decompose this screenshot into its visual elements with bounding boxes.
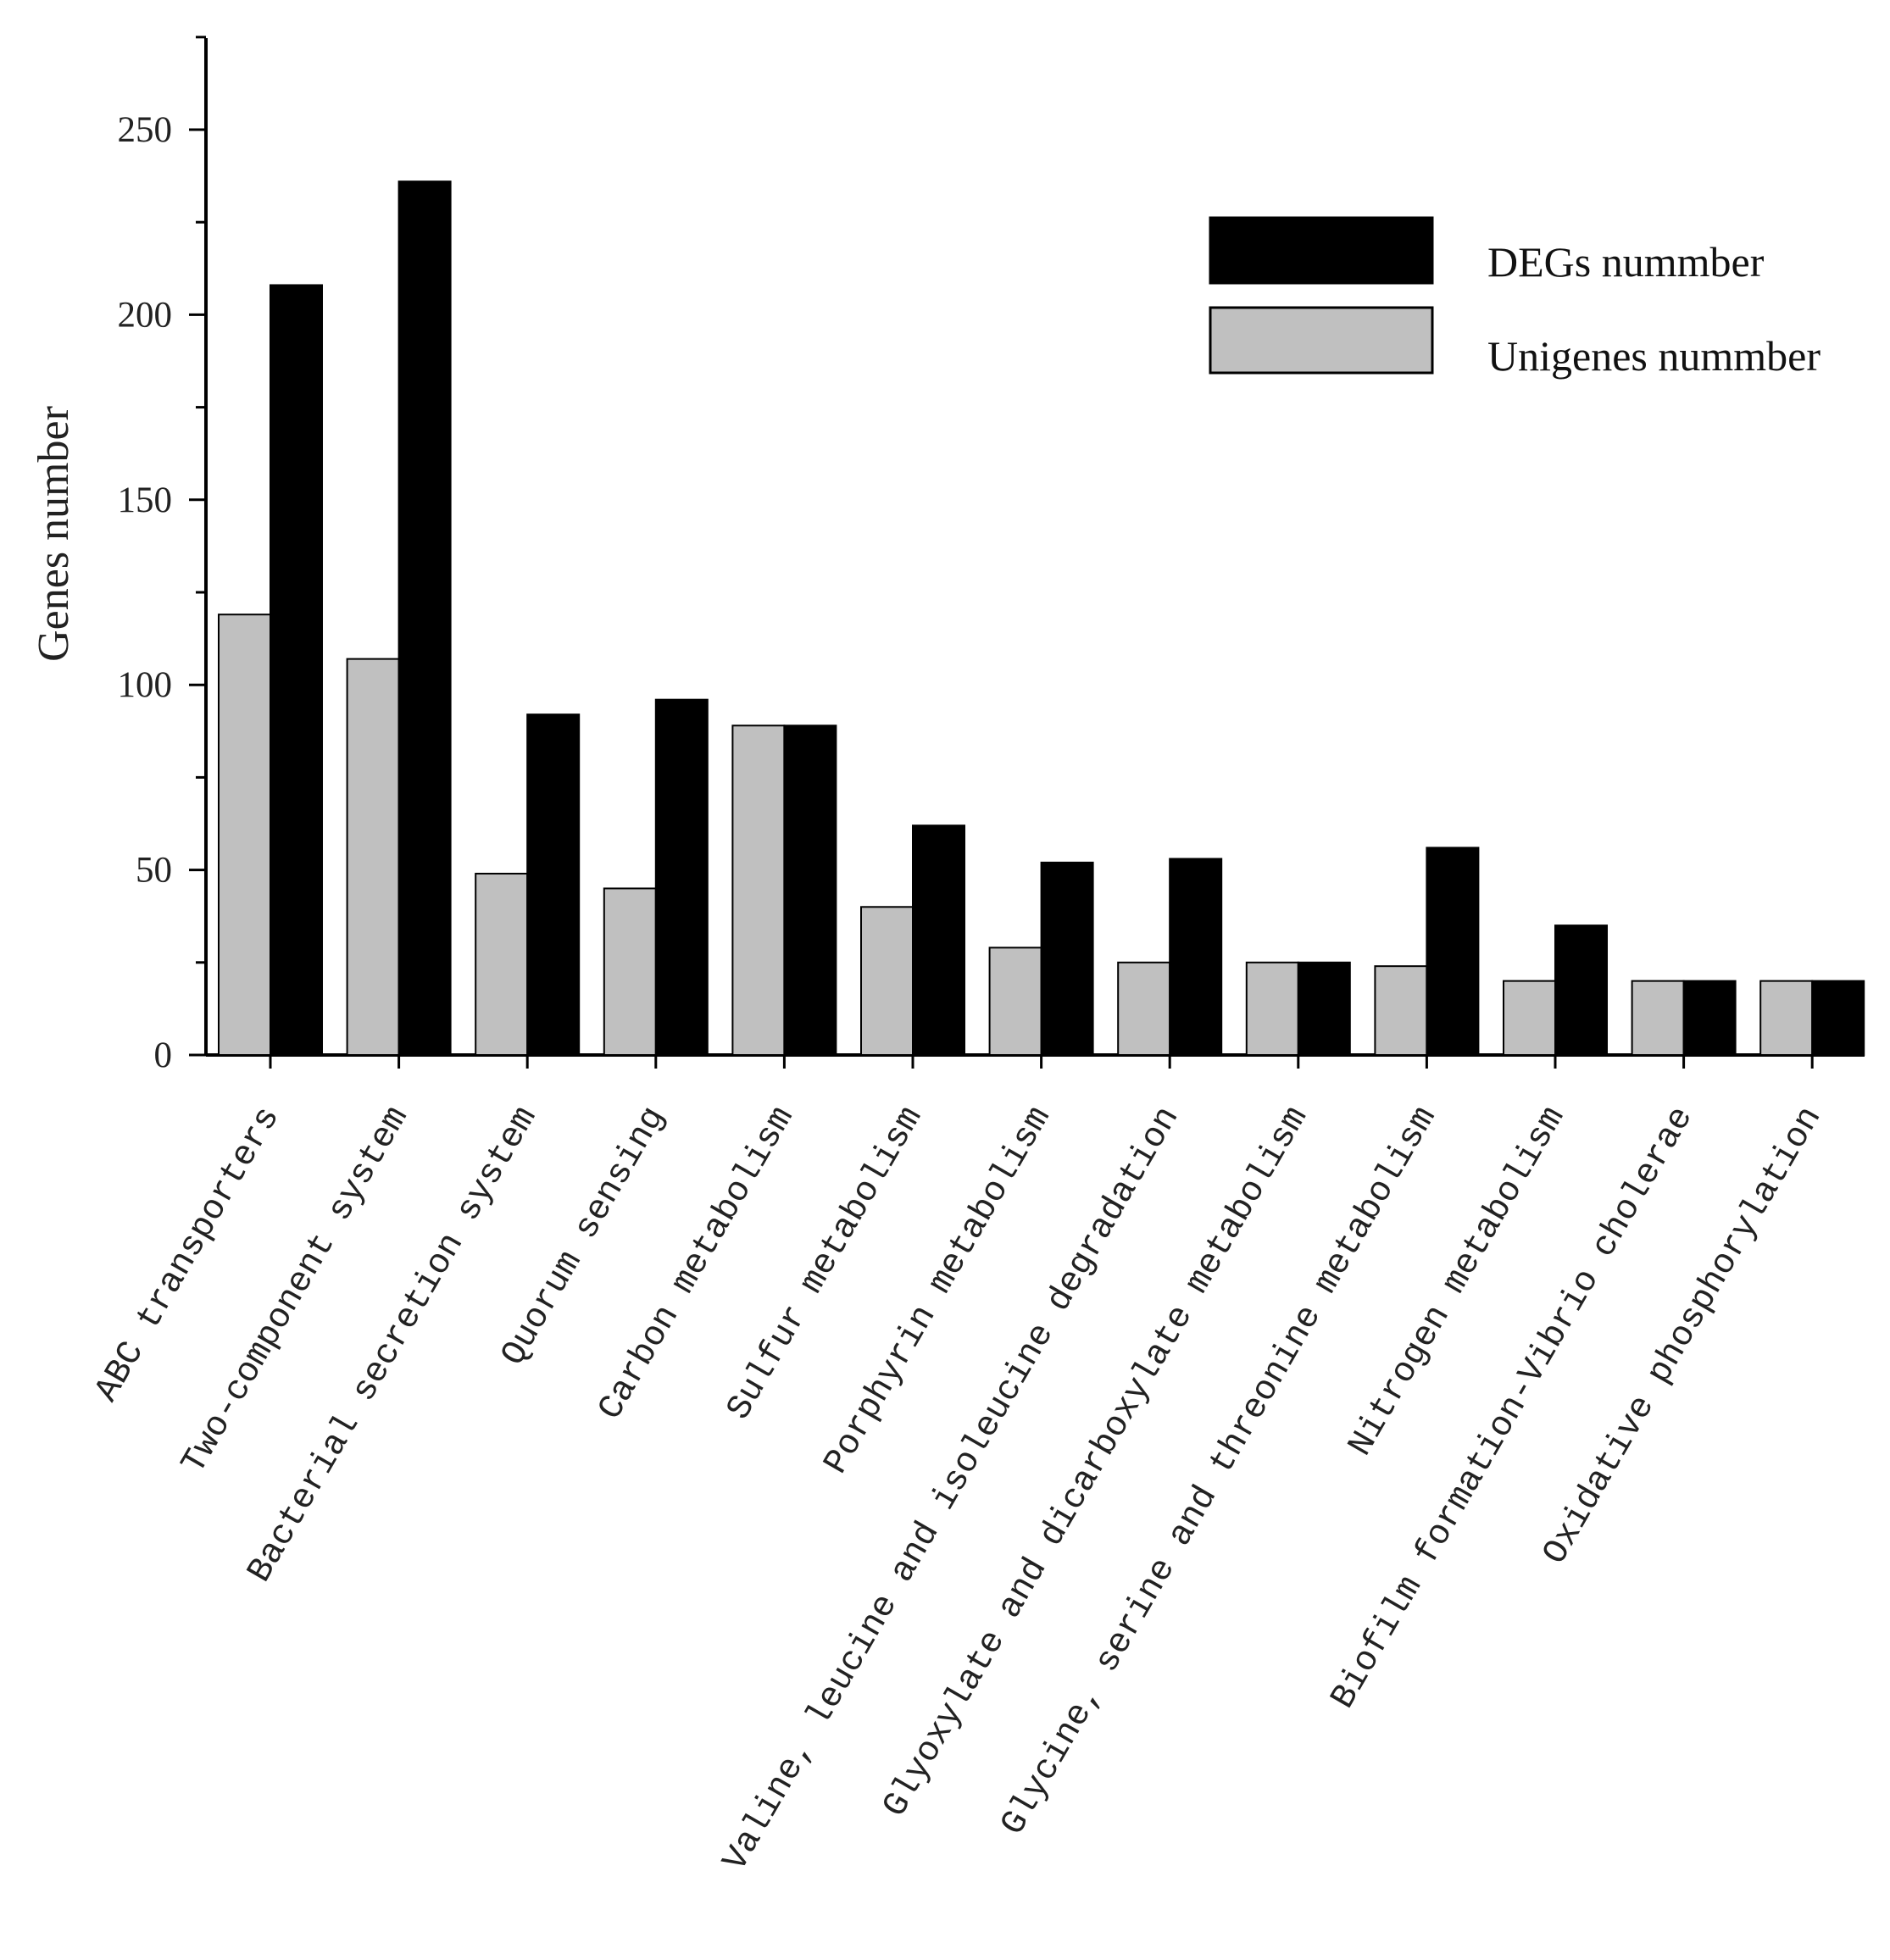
y-tick-label: 150 xyxy=(118,480,173,520)
bar-unigenes xyxy=(218,614,271,1056)
bar-unigenes xyxy=(1117,961,1171,1057)
bar-unigenes xyxy=(346,658,400,1057)
bar-unigenes xyxy=(1759,980,1814,1057)
tick-labels: 0 50 100 150 200 250 xyxy=(118,110,173,1075)
bar-degs xyxy=(1426,847,1480,1057)
bar-unigenes xyxy=(1374,965,1428,1056)
bar-unigenes xyxy=(1503,980,1556,1057)
bar-degs xyxy=(1554,924,1608,1056)
bar-unigenes xyxy=(731,725,786,1056)
bar-degs xyxy=(912,825,965,1057)
x-tick-label: Oxidative phosphorylation xyxy=(1536,1101,1830,1572)
y-tick-label: 200 xyxy=(118,295,173,335)
bar-unigenes xyxy=(1245,961,1299,1057)
bar-unigenes xyxy=(988,947,1042,1056)
bar-unigenes xyxy=(603,887,657,1056)
x-tick-label: Valine, leucine and isoleucine degradati… xyxy=(716,1101,1188,1879)
legend-label-degs: DEGs nummber xyxy=(1487,238,1765,286)
x-tick-label: Nitrogen metabolism xyxy=(1342,1101,1574,1463)
bar-degs xyxy=(397,180,452,1057)
x-tick-label: Two-component system xyxy=(175,1101,417,1481)
y-axis-title: Genes number xyxy=(30,406,78,662)
y-tick-label: 50 xyxy=(136,851,172,891)
y-tick-label: 0 xyxy=(154,1036,173,1075)
legend-swatch-degs xyxy=(1209,216,1434,285)
y-tick-label: 250 xyxy=(118,110,173,150)
bar-degs xyxy=(1811,980,1865,1057)
legend: DEGs nummber Unigenes nummber xyxy=(1209,216,1821,380)
bar-degs xyxy=(526,713,581,1056)
bar-degs xyxy=(1040,861,1094,1057)
bar-unigenes xyxy=(475,872,529,1057)
legend-swatch-unigenes xyxy=(1209,306,1434,375)
bars xyxy=(218,180,1865,1057)
x-tick-label: Porphyrin metabolism xyxy=(817,1101,1059,1481)
y-tick-label: 100 xyxy=(118,665,173,705)
bar-degs xyxy=(654,698,709,1056)
bar-degs xyxy=(1682,980,1737,1057)
bar-unigenes xyxy=(860,906,914,1057)
bar-degs xyxy=(270,284,323,1056)
bar-degs xyxy=(1297,961,1351,1057)
bar-unigenes xyxy=(1631,980,1685,1057)
legend-label-unigenes: Unigenes nummber xyxy=(1487,332,1821,380)
bar-degs xyxy=(783,725,837,1056)
bar-degs xyxy=(1169,858,1223,1056)
